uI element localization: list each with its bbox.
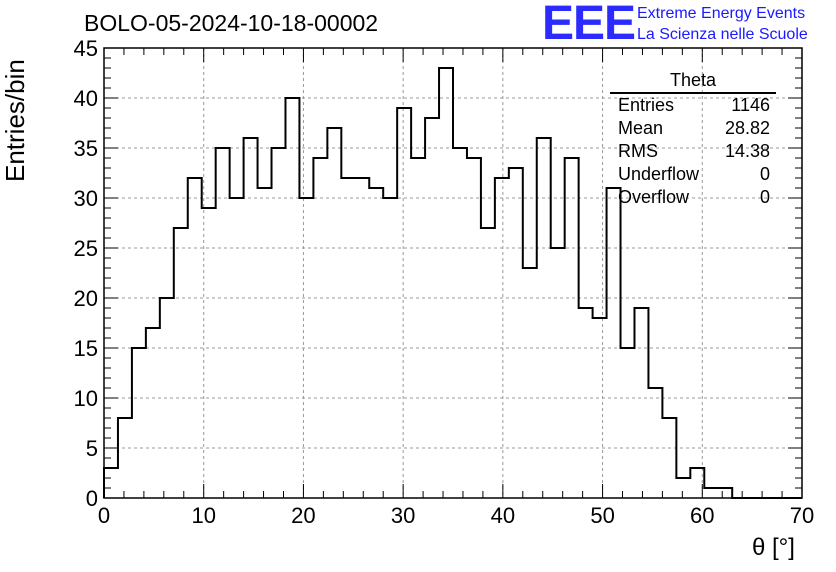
stats-label: Overflow	[618, 187, 690, 207]
stats-row-mean: Mean 28.82	[610, 117, 778, 140]
histogram-bin	[244, 138, 258, 498]
y-tick-label: 20	[74, 286, 98, 311]
histogram-bin	[704, 488, 718, 498]
histogram-series	[103, 67, 802, 499]
histogram-bin	[369, 188, 383, 498]
histogram-bin	[676, 478, 690, 498]
y-tick-label: 0	[86, 486, 98, 511]
histogram-bin	[132, 348, 146, 498]
y-axis-label: Entries/bin	[0, 59, 30, 182]
histogram-bin	[341, 178, 355, 498]
stats-label: Entries	[618, 95, 675, 115]
histogram-bin	[188, 178, 202, 498]
stats-title: Theta	[610, 70, 776, 94]
chart-title: BOLO-05-2024-10-18-00002	[84, 10, 379, 36]
stats-value: 1146	[731, 95, 770, 115]
y-tick-label: 15	[74, 336, 98, 361]
histogram-bin	[383, 198, 397, 498]
x-axis-label: θ [°]	[752, 534, 795, 561]
histogram-bin	[146, 328, 160, 498]
y-tick-label: 10	[74, 386, 98, 411]
histogram-bin	[523, 268, 537, 498]
histogram-bin	[272, 148, 286, 498]
x-tick-label: 60	[690, 503, 714, 528]
histogram-bin	[439, 68, 453, 498]
plot-frame	[103, 47, 803, 499]
y-tick-label: 25	[74, 236, 98, 261]
histogram-bin	[299, 198, 313, 498]
histogram-bin	[397, 108, 411, 498]
x-tick-label: 10	[191, 503, 215, 528]
y-tick-label: 35	[74, 136, 98, 161]
eee-logo: EEE	[542, 0, 636, 50]
histogram-bin	[495, 178, 509, 498]
x-tick-label: 30	[391, 503, 415, 528]
stats-row-underflow: Underflow 0	[610, 163, 778, 186]
x-tick-label: 40	[491, 503, 515, 528]
histogram-bin	[662, 418, 676, 498]
histogram-bin	[593, 318, 607, 498]
histogram-bin	[313, 158, 327, 498]
histogram-bin	[551, 248, 565, 498]
logo-line-1: Extreme Energy Events	[637, 5, 806, 22]
stats-value: 0	[759, 187, 770, 207]
histogram-bin	[481, 228, 495, 498]
stats-row-rms: RMS 14.38	[610, 140, 778, 163]
x-tick-label: 70	[790, 503, 814, 528]
stats-box: Theta Entries 1146 Mean 28.82 RMS 14.38 …	[610, 70, 778, 209]
histogram-bin	[579, 308, 593, 498]
histogram-bin	[258, 188, 272, 498]
histogram-bin	[355, 178, 369, 498]
histogram-bin	[411, 158, 425, 498]
histogram-bin	[174, 228, 188, 498]
stats-value: 28.82	[724, 118, 770, 138]
histogram-bin	[104, 468, 118, 498]
y-tick-label: 45	[74, 36, 98, 61]
histogram-bin	[537, 138, 551, 498]
histogram-bin	[607, 188, 621, 498]
histogram-bin	[118, 418, 132, 498]
histogram-bin	[202, 208, 216, 498]
histogram-bin	[425, 118, 439, 498]
histogram-bin	[621, 348, 635, 498]
y-tick-label: 30	[74, 186, 98, 211]
x-tick-label: 0	[98, 503, 110, 528]
histogram-bin	[565, 158, 579, 498]
stats-label: Underflow	[618, 164, 700, 184]
histogram-bin	[634, 308, 648, 498]
stats-value: 14.38	[724, 141, 770, 161]
stats-value: 0	[759, 164, 770, 184]
histogram-bin	[453, 148, 467, 498]
histogram-bin	[467, 158, 481, 498]
histogram-bin	[327, 128, 341, 498]
histogram-bin	[216, 148, 230, 498]
histogram-bin	[718, 488, 732, 498]
histogram-bin	[648, 388, 662, 498]
y-tick-label: 40	[74, 86, 98, 111]
stats-label: Mean	[618, 118, 664, 138]
stats-row-overflow: Overflow 0	[610, 186, 778, 209]
x-tick-label: 50	[590, 503, 614, 528]
y-tick-label: 5	[86, 436, 98, 461]
x-tick-label: 20	[291, 503, 315, 528]
stats-label: RMS	[618, 141, 658, 161]
stats-row-entries: Entries 1146	[610, 94, 778, 117]
logo-line-2: La Scienza nelle Scuole	[637, 26, 808, 43]
